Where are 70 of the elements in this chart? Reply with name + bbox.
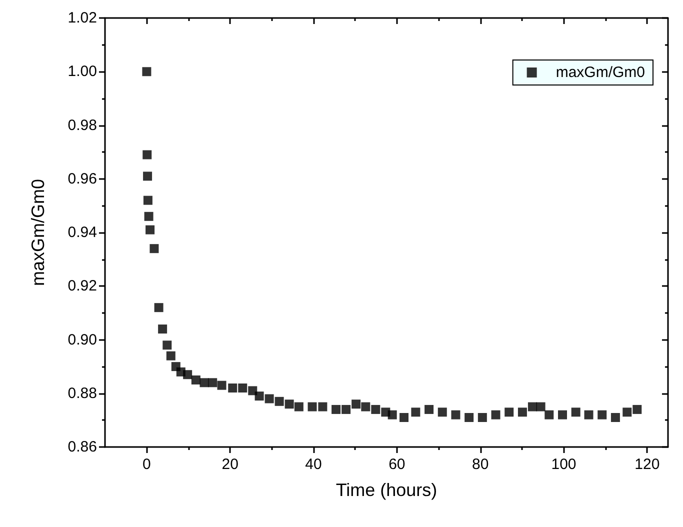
y-tick-label: 0.98 [68,116,97,134]
x-tick-label: 0 [142,456,151,473]
point [248,386,258,396]
point [143,172,152,181]
point [166,351,176,360]
point [274,396,284,406]
point [544,410,554,420]
y-tick-label: 1.02 [68,10,97,26]
y-tick-label: 0.90 [68,331,97,348]
point [438,408,447,417]
point [294,402,304,412]
y-tick-label: 0.86 [68,438,97,456]
legend-label: maxGm/Gm0 [556,64,646,81]
y-tick-label: 0.88 [68,384,97,402]
point [183,370,192,380]
point [478,413,487,422]
point [558,410,567,420]
point [284,400,294,409]
y-tick-label: 0.94 [68,224,97,241]
point [584,410,594,420]
x-tick-label: 20 [222,456,238,473]
point [208,378,218,388]
point [361,402,370,412]
point [424,404,434,414]
point [264,394,274,404]
x-tick-label: 120 [634,456,660,473]
x-axis-title: Time (hours) [336,480,438,500]
point [371,404,380,414]
y-axis-title: maxGm/Gm0 [28,178,48,286]
point [146,225,155,234]
point [504,408,514,417]
point [318,402,328,412]
point [610,413,620,422]
point [143,196,152,205]
point [254,392,264,401]
point [142,150,152,160]
point [150,244,159,254]
x-tick-label: 100 [551,456,576,473]
point [622,408,632,417]
point [411,408,420,417]
y-tick-label: 0.96 [68,170,97,188]
x-tick-label: 60 [388,456,406,473]
x-tick-label: 40 [305,456,322,473]
point [451,410,460,420]
point [464,413,474,422]
point [158,324,168,334]
point [400,413,409,422]
point [332,404,341,414]
point [518,408,527,417]
point [217,380,226,390]
point [491,410,500,420]
point [352,400,361,409]
point [162,340,172,350]
point [142,67,152,76]
x-tick-label: 80 [472,456,489,473]
point [154,303,164,312]
point [191,375,200,384]
point [536,402,546,412]
point [228,384,238,393]
y-tick-label: 1.00 [68,63,97,80]
point [528,402,537,412]
point [238,384,248,393]
point [598,410,607,420]
point [308,402,317,412]
point [571,408,580,417]
point [632,404,642,414]
point [342,404,351,414]
point [388,410,397,420]
y-tick-label: 0.92 [68,278,97,295]
point [144,212,154,221]
